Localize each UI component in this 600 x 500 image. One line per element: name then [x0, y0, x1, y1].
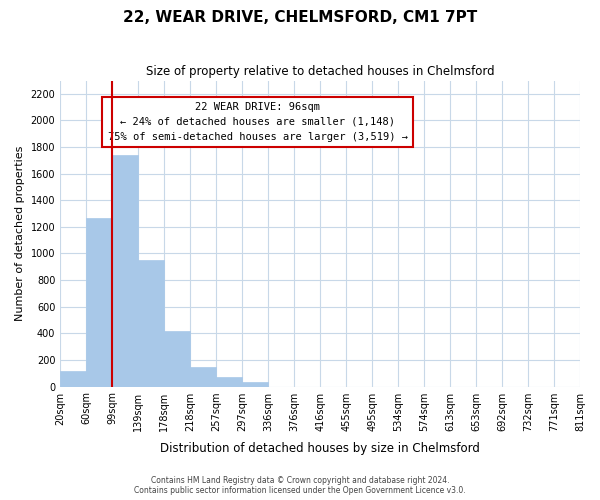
- Bar: [190, 366, 216, 386]
- Text: 22, WEAR DRIVE, CHELMSFORD, CM1 7PT: 22, WEAR DRIVE, CHELMSFORD, CM1 7PT: [123, 10, 477, 25]
- Text: 22 WEAR DRIVE: 96sqm
← 24% of detached houses are smaller (1,148)
75% of semi-de: 22 WEAR DRIVE: 96sqm ← 24% of detached h…: [108, 102, 408, 142]
- Bar: [138, 260, 164, 386]
- Bar: [86, 218, 112, 386]
- Bar: [216, 376, 242, 386]
- Y-axis label: Number of detached properties: Number of detached properties: [15, 146, 25, 321]
- X-axis label: Distribution of detached houses by size in Chelmsford: Distribution of detached houses by size …: [160, 442, 480, 455]
- Bar: [164, 332, 190, 386]
- Bar: [112, 155, 138, 386]
- Bar: [60, 371, 86, 386]
- Title: Size of property relative to detached houses in Chelmsford: Size of property relative to detached ho…: [146, 65, 494, 78]
- Bar: [242, 382, 268, 386]
- Text: Contains HM Land Registry data © Crown copyright and database right 2024.
Contai: Contains HM Land Registry data © Crown c…: [134, 476, 466, 495]
